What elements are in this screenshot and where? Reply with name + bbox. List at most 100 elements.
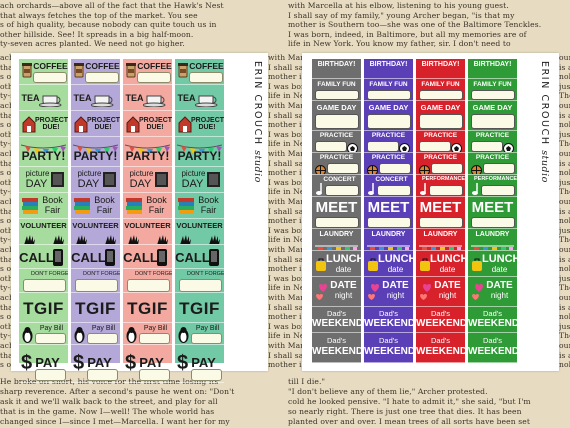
dont-forget-sticker: DON'T FORGET: [19, 269, 68, 293]
sticker-label: PERFORMANCE: [422, 176, 465, 182]
volunteer-sticker: VOLUNTEER: [71, 219, 120, 245]
dads-weekend-sticker: Dad's WEEKEND: [468, 307, 517, 333]
background-text-line: our product of our orchards—above all of…: [559, 197, 570, 206]
teacup-icon: [142, 89, 169, 108]
party-sticker: PARTY!: [123, 137, 172, 167]
write-in-box: [431, 163, 463, 174]
background-text-line: mother is Southern too—she was one of th…: [268, 360, 302, 370]
background-text-line: ty-seven acres planted. We need not go h…: [0, 331, 11, 341]
background-text-line: our product of our orchards—above all of…: [559, 53, 570, 62]
write-in-box: [85, 72, 119, 83]
lunch-icon: [419, 257, 431, 271]
sticker-label: WEEKEND: [416, 318, 465, 329]
background-text-line: other hillside. See! It spreads in a big…: [0, 129, 11, 139]
background-text-line: life in New York. You know my father, si…: [268, 187, 302, 197]
background-text-line: ach orchards—above all of the fact that …: [0, 245, 11, 254]
party-sticker: PARTY!: [71, 137, 120, 167]
phone-icon: [104, 248, 116, 267]
sticker-label: PRACTICE: [319, 132, 354, 139]
hearts-icon: [367, 282, 381, 302]
sticker-label: FAMILY FUN: [473, 81, 512, 88]
write-in-box: [87, 333, 118, 344]
background-text-line: ach orchards—above all of the fact that …: [0, 101, 11, 110]
write-in-box: [87, 369, 118, 381]
sticker-label: Dad's: [431, 309, 450, 318]
right-brand-name: ERIN CROUCH: [539, 61, 550, 146]
sticker-label: PARTY!: [73, 149, 118, 163]
sticker-label: TGIF: [127, 299, 168, 318]
write-in-box: [471, 217, 515, 228]
background-text-line: so nearly right. There is just one tree …: [288, 407, 522, 416]
sticker-label: TEA: [177, 93, 196, 103]
background-text-line: mother is Southern too—she was one of th…: [268, 120, 302, 130]
party-sticker: PARTY!: [19, 137, 68, 167]
sticker-column: COFFEE TEA PROJECT DUE! PARTY! picture DAY Boo…: [19, 59, 68, 383]
lunch-icon: [471, 257, 483, 271]
teacup-icon: [194, 89, 221, 108]
sticker-label: COFFEE: [33, 61, 68, 71]
write-in-box: [471, 141, 503, 152]
volunteer-sticker: VOLUNTEER: [19, 219, 68, 245]
book-fair-sticker: Book Fair: [175, 193, 224, 219]
background-text-line: with Marcella at his elbow, listening to…: [268, 53, 302, 62]
background-text-line: is a brand that always fetches the top o…: [559, 110, 570, 120]
sticker-label: Book: [94, 195, 115, 205]
sticker-label: DON'T FORGET: [135, 271, 172, 277]
background-text-line: life in New York. You know my father, si…: [268, 139, 302, 149]
sticker-label: $: [176, 352, 189, 374]
sticker-label: WEEKEND: [468, 318, 517, 329]
practice-sticker: PRACTICE: [416, 131, 465, 153]
sticker-label: night: [334, 291, 353, 300]
background-text-line: I shall say of my family," young Archer …: [268, 302, 302, 312]
sticker-label: PRACTICE: [475, 154, 510, 161]
pushpin-icon: [127, 271, 135, 285]
background-text-line: other hillside. See! It spreads in a big…: [0, 225, 11, 235]
sticker-column: BIRTHDAY! FAMILY FUN GAME DAY PRACTICE PRACT…: [312, 59, 361, 363]
laundry-sticker: LAUNDRY: [312, 229, 361, 251]
write-in-box: [481, 185, 515, 196]
background-text-line: is a brand that always fetches the top o…: [559, 158, 570, 168]
bunting-icon: [124, 138, 171, 155]
sticker-label: WEEKEND: [312, 346, 361, 357]
background-text-line: just such another hillside. See! It spre…: [559, 129, 570, 139]
lunch-date-sticker: LUNCH date: [468, 251, 517, 277]
soccer-ball-icon: [451, 139, 462, 152]
sticker-label: Fair: [200, 205, 217, 215]
meet-sticker: MEET: [416, 197, 465, 229]
sticker-label: PAY: [139, 355, 164, 370]
picture-day-sticker: picture DAY: [175, 167, 224, 193]
sticker-label: CALL: [175, 250, 210, 265]
book-fair-sticker: Book Fair: [19, 193, 68, 219]
sticker-label: VOLUNTEER: [72, 221, 119, 230]
volunteer-sticker: VOLUNTEER: [123, 219, 172, 245]
coffee-sticker: COFFEE: [71, 59, 120, 85]
write-in-box: [419, 114, 463, 129]
write-in-box: [327, 163, 359, 174]
background-text-line: that always fetches the top of the marke…: [0, 206, 11, 216]
schoolhouse-icon: [22, 116, 36, 133]
left-sticker-columns: COFFEE TEA PROJECT DUE! PARTY! picture DAY Boo…: [19, 59, 224, 383]
coffee-cup-icon: [21, 62, 33, 78]
sticker-label: TEA: [125, 93, 144, 103]
sticker-label: LAUNDRY: [423, 231, 458, 238]
party-sticker: PARTY!: [175, 137, 224, 167]
game-day-sticker: GAME DAY: [312, 101, 361, 131]
background-text-line: I was born, indeed, in Baltimore, but al…: [288, 29, 527, 39]
write-in-box: [377, 185, 411, 196]
background-text-line: I shall say of my family," young Archer …: [288, 10, 515, 20]
sticker-label: FAMILY FUN: [317, 81, 356, 88]
sticker-label: PARTY!: [125, 149, 170, 163]
sticker-label: Dad's: [483, 336, 502, 345]
hands-icon: [126, 231, 169, 244]
write-in-box: [315, 90, 359, 100]
background-text-line: till I die.": [288, 377, 326, 386]
sticker-label: VOLUNTEER: [124, 221, 171, 230]
tgif-sticker: TGIF: [123, 293, 172, 323]
background-text-line: life in New York. You know my father, si…: [268, 91, 302, 101]
sticker-label: PERFORMANCE: [474, 176, 517, 182]
write-in-box: [191, 333, 222, 344]
basketball-icon: [471, 161, 482, 174]
background-text-line: There are seventy-five acres planted. We…: [559, 187, 570, 197]
sticker-label: GAME DAY: [368, 103, 409, 112]
dads-weekend-sticker: Dad's WEEKEND: [364, 307, 413, 333]
